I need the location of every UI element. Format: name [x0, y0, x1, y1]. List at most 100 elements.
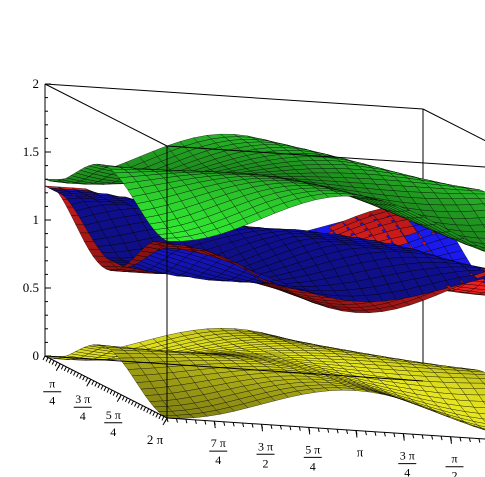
right-minor-tick: [289, 426, 292, 431]
left-minor-tick: [51, 360, 55, 365]
surface-patch: [477, 413, 485, 420]
fraction-numerator: 5 π: [305, 442, 320, 456]
surface-patch: [469, 190, 485, 195]
z-axis: 0 0.5 1 1.5 2: [23, 76, 51, 363]
right-minor-tick: [440, 436, 443, 441]
left-minor-tick: [155, 413, 159, 418]
surface-patch: [469, 382, 485, 390]
right-minor-tick: [232, 422, 235, 427]
left-minor-tick: [82, 375, 86, 381]
left-tick-mark: [86, 379, 92, 387]
right-minor-tick: [223, 421, 226, 426]
surface-patch: [473, 425, 485, 431]
surface-patch: [469, 224, 485, 233]
left-tick-label: 5 π4: [104, 408, 123, 439]
left-minor-tick: [127, 399, 131, 404]
fraction-numerator: 5 π: [106, 408, 121, 422]
right-minor-tick: [336, 429, 339, 434]
left-minor-tick: [143, 406, 147, 412]
left-minor-tick: [66, 368, 70, 373]
left-minor-tick: [73, 371, 76, 376]
right-minor-tick: [421, 434, 424, 439]
right-minor-tick: [431, 435, 434, 440]
right-minor-tick: [393, 432, 396, 438]
surface-patch: [482, 250, 485, 252]
right-minor-tick: [270, 424, 273, 429]
left-minor-tick: [103, 386, 107, 392]
surface-patch: [478, 198, 485, 205]
fraction-numerator: 7 π: [211, 436, 226, 450]
fraction-denominator: 4: [49, 394, 55, 408]
surface-patch: [473, 265, 485, 269]
left-minor-tick: [48, 358, 52, 364]
fraction-numerator: 3 π: [258, 439, 273, 453]
z-tick-label: 1.5: [23, 144, 39, 159]
z-tick-label: 0: [33, 348, 40, 363]
surface-patch: [478, 217, 485, 226]
right-minor-tick: [364, 431, 367, 436]
surface-patch: [473, 231, 485, 239]
fraction-denominator: 2: [263, 456, 269, 470]
left-minor-tick: [112, 391, 116, 396]
left-minor-tick: [100, 385, 104, 390]
surface-patch: [477, 237, 485, 244]
left-minor-tick: [91, 380, 95, 386]
box-edge: [44, 355, 424, 382]
fraction-denominator: 2: [451, 469, 457, 477]
fraction-numerator: π: [451, 452, 457, 466]
right-minor-tick: [317, 427, 320, 433]
left-minor-tick: [134, 402, 137, 407]
surface-patch: [468, 245, 485, 252]
fraction-denominator: 4: [404, 466, 410, 477]
surface-patch: [469, 400, 485, 408]
left-tick-mark: [116, 394, 122, 402]
surface-patch: [468, 416, 485, 424]
left-minor-tick: [146, 408, 150, 413]
left-minor-tick: [152, 411, 156, 417]
fraction-numerator: 3 π: [75, 392, 90, 406]
z-tick-label: 0.5: [23, 280, 39, 295]
fraction-denominator: 4: [80, 409, 86, 423]
right-tick-label: 3 π4: [398, 449, 417, 477]
surface-patch: [469, 203, 485, 212]
right-minor-tick: [175, 418, 178, 423]
right-tick-mark: [355, 430, 358, 438]
left-minor-tick: [124, 397, 128, 403]
left-minor-tick: [140, 405, 144, 410]
left-minor-tick: [109, 389, 113, 395]
surface-patch: [469, 370, 485, 375]
right-tick-label: 7 π4: [209, 436, 228, 467]
right-minor-tick: [204, 420, 207, 425]
tick-label-text: 2 π: [147, 432, 164, 447]
left-minor-tick: [121, 396, 125, 401]
surface-patch: [474, 193, 485, 199]
left-tick-label: π4: [43, 377, 62, 408]
right-tick-mark: [308, 427, 311, 435]
surface-patch: [481, 269, 485, 272]
z-tick-label: 2: [33, 76, 40, 91]
left-minor-tick: [45, 357, 49, 362]
right-minor-tick: [478, 438, 481, 443]
right-tick-mark: [213, 421, 216, 429]
surface-patch: [472, 271, 485, 279]
surface-patch: [473, 245, 485, 252]
fraction-denominator: 4: [310, 459, 316, 473]
surface-patch: [479, 292, 485, 296]
surface-patch: [478, 378, 485, 384]
right-tick-mark: [449, 436, 452, 444]
left-minor-tick: [60, 365, 64, 370]
right-minor-tick: [279, 425, 282, 430]
left-minor-tick: [42, 355, 46, 361]
box-edge: [44, 83, 424, 110]
tick-label-text: π: [357, 444, 364, 459]
right-minor-tick: [346, 429, 349, 434]
left-minor-tick: [161, 416, 165, 421]
left-minor-tick: [54, 361, 58, 367]
right-tick-label: π: [357, 444, 364, 459]
left-minor-tick: [115, 392, 119, 398]
left-minor-tick: [85, 377, 89, 382]
surface-patch: [469, 288, 485, 294]
fraction-denominator: 4: [110, 425, 116, 439]
